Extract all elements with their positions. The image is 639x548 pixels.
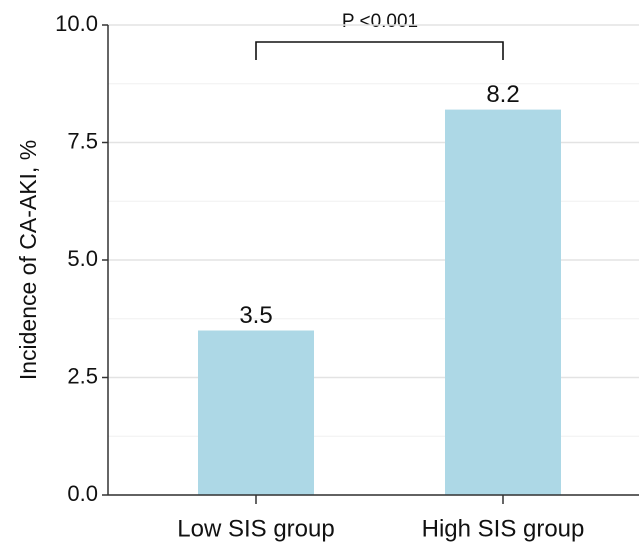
y-tick-label: 7.5 [67,128,98,153]
annotation: P <0.001 [342,11,418,32]
y-tick-label: 5.0 [67,246,98,271]
bar [198,330,314,495]
significance-bracket [255,41,504,60]
value-label: 8.2 [486,81,519,108]
x-tick-label: Low SIS group [177,515,334,542]
y-tick-label: 2.5 [67,363,98,388]
y-tick-label: 10.0 [55,11,98,36]
y-tick-label: 0.0 [67,481,98,506]
x-tick-label: High SIS group [422,515,585,542]
bar [445,109,561,495]
value-label: 3.5 [239,302,272,329]
y-axis-label: Incidence of CA-AKI, % [15,140,41,380]
